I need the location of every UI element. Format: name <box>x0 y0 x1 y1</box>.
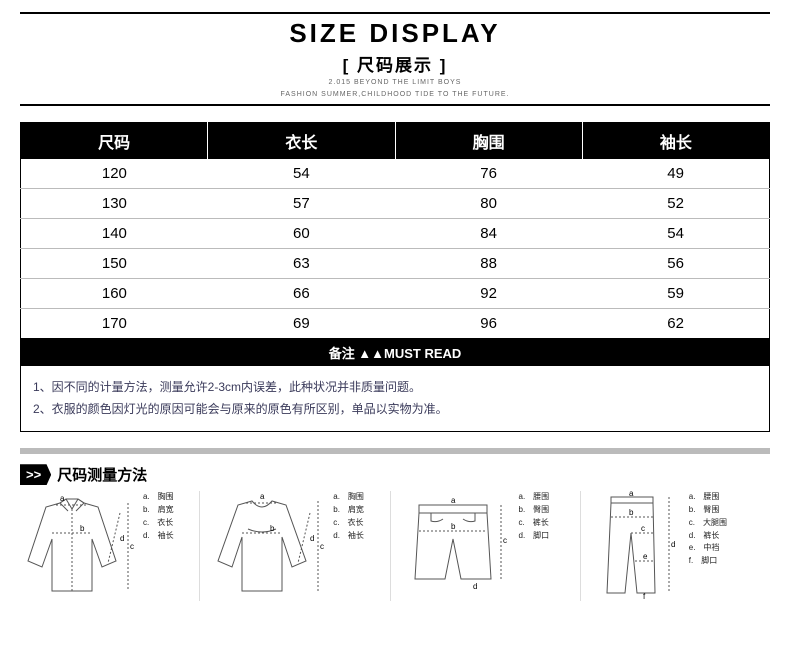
mark-b: b <box>270 524 275 533</box>
section-divider <box>20 448 770 454</box>
mark-a: a <box>60 494 65 503</box>
mark-d: d <box>310 534 314 543</box>
table-row: 130578052 <box>21 188 770 218</box>
tagline-2: FASHION SUMMER,CHILDHOOD TIDE TO THE FUT… <box>20 90 770 100</box>
shorts-svg: a b c d <box>401 491 511 601</box>
shirt-collared-svg: a b c d <box>20 491 135 601</box>
pants-svg: a b c d e f <box>591 491 681 601</box>
mark-d: d <box>671 540 675 549</box>
legend-shirt-collared: a. 胸围 b. 肩宽 c. 衣长 d. 袖长 <box>143 491 174 542</box>
mark-b: b <box>629 508 634 517</box>
mark-b: b <box>451 522 456 531</box>
table-row: 140608454 <box>21 218 770 248</box>
table-row: 170699662 <box>21 308 770 338</box>
notes-box: 1、因不同的计量方法，测量允许2-3cm内误差，此种状况并非质量问题。 2、衣服… <box>20 366 770 433</box>
tagline-1: 2.015 BEYOND THE LIMIT BOYS <box>20 78 770 88</box>
title-en: SIZE DISPLAY <box>20 18 770 49</box>
legend-shirt-round: a. 胸围 b. 肩宽 c. 衣长 d. 袖长 <box>333 491 364 542</box>
hr-top <box>20 12 770 14</box>
mark-a: a <box>451 496 456 505</box>
table-row: 160669259 <box>21 278 770 308</box>
mark-d: d <box>120 534 124 543</box>
mark-c: c <box>320 542 324 551</box>
th-sleeve: 袖长 <box>582 122 769 159</box>
must-read-bar: 备注 ▲▲MUST READ <box>20 339 770 366</box>
mark-b: b <box>80 524 85 533</box>
hr-bottom <box>20 104 770 106</box>
table-row: 150638856 <box>21 248 770 278</box>
th-bust: 胸围 <box>395 122 582 159</box>
note-line: 1、因不同的计量方法，测量允许2-3cm内误差，此种状况并非质量问题。 <box>33 376 757 399</box>
legend-pants: a. 腰围 b. 臀围 c. 大腿围 d. 裤长 e. 中裆 f. 脚口 <box>689 491 727 568</box>
mark-d: d <box>473 582 477 591</box>
mark-c: c <box>503 536 507 545</box>
diagrams-row: a b c d a. 胸围 b. 肩宽 c. 衣长 d. 袖长 <box>20 491 770 601</box>
shirt-round-svg: a b c d <box>210 491 325 601</box>
th-size: 尺码 <box>21 122 208 159</box>
mark-a: a <box>260 492 265 501</box>
measure-title-bar: >> 尺码测量方法 <box>20 464 770 485</box>
diagram-shirt-round: a b c d a. 胸围 b. 肩宽 c. 衣长 d. 袖长 <box>210 491 390 601</box>
diagram-shirt-collared: a b c d a. 胸围 b. 肩宽 c. 衣长 d. 袖长 <box>20 491 200 601</box>
table-row: 120547649 <box>21 159 770 189</box>
mark-c: c <box>130 542 134 551</box>
measure-title: 尺码测量方法 <box>57 464 147 485</box>
size-display-header: SIZE DISPLAY [ 尺码展示 ] 2.015 BEYOND THE L… <box>20 12 770 106</box>
size-table: 尺码 衣长 胸围 袖长 120547649 130578052 14060845… <box>20 122 770 339</box>
mark-a: a <box>629 491 634 498</box>
chevron-icon: >> <box>20 464 51 485</box>
title-zh: [ 尺码展示 ] <box>20 51 770 76</box>
mark-c: c <box>641 524 645 533</box>
mark-e: e <box>643 552 648 561</box>
diagram-shorts: a b c d a. 腰围 b. 臀围 c. 裤长 d. 脚口 <box>401 491 581 601</box>
legend-shorts: a. 腰围 b. 臀围 c. 裤长 d. 脚口 <box>519 491 550 542</box>
diagram-pants: a b c d e f a. 腰围 b. 臀围 c. 大腿围 d. 裤长 e. … <box>591 491 770 601</box>
th-length: 衣长 <box>208 122 395 159</box>
note-line: 2、衣服的颜色因灯光的原因可能会与原来的原色有所区别，单品以实物为准。 <box>33 398 757 421</box>
